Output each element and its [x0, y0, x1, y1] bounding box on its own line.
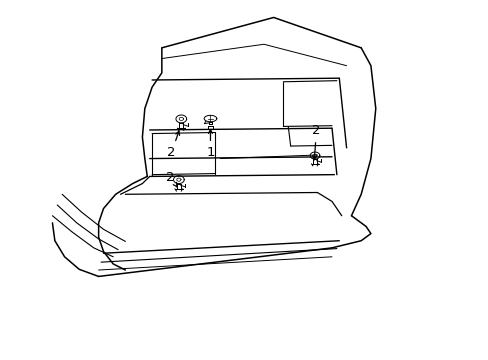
Text: 2: 2 — [311, 124, 320, 160]
Text: 2: 2 — [167, 131, 179, 159]
Text: 1: 1 — [206, 130, 214, 159]
Text: 2: 2 — [166, 171, 177, 187]
